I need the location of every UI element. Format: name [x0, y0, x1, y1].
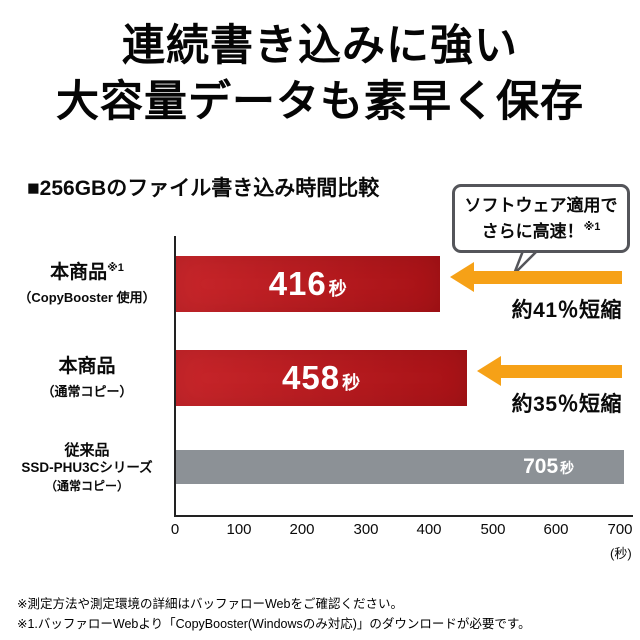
tick-400: 400	[416, 521, 442, 538]
bar-label-main-text: 本商品	[50, 261, 108, 283]
arrow-body	[501, 364, 622, 378]
footnote-1: ※測定方法や測定環境の詳細はバッファローWebをご確認ください。	[17, 597, 403, 611]
speedup-arrow-icon	[477, 356, 622, 386]
bar-label-sub: （CopyBooster 使用）	[18, 290, 156, 306]
y-axis-line	[174, 236, 176, 517]
bar-label-copybooster: 本商品※1 （CopyBooster 使用）	[4, 256, 170, 312]
bar-label-sub: （通常コピー）	[44, 479, 129, 494]
callout-line-2: さらに高速！※1	[457, 219, 625, 245]
arrow-head	[477, 356, 502, 386]
arrow-head	[450, 262, 475, 292]
bar-value: 705 秒	[523, 455, 574, 479]
tick-700: 700	[607, 521, 633, 538]
bar-label-normal-copy: 本商品 （通常コピー）	[4, 350, 170, 406]
arrow-body	[474, 270, 622, 284]
callout-line-2-text: さらに高速！	[481, 221, 584, 241]
tick-100: 100	[226, 521, 252, 538]
footnote-2: ※1.バッファローWebより「CopyBooster(Windowsのみ対応)」…	[17, 617, 531, 631]
bar-label-main: 従来品	[64, 441, 110, 459]
callout-bubble: ソフトウェア適用で さらに高速！※1	[452, 184, 630, 253]
bar-label-legacy: 従来品 SSD-PHU3Cシリーズ （通常コピー）	[4, 440, 170, 496]
bar-value: 458 秒	[282, 359, 361, 397]
bar-value-number: 705	[523, 455, 559, 478]
tick-200: 200	[289, 521, 315, 538]
bar-label-sub: （通常コピー）	[41, 384, 133, 400]
title-line-2: 大容量データも素早く保存	[56, 78, 584, 126]
bar-copybooster: 416 秒	[176, 256, 441, 312]
footnotes: ※測定方法や測定環境の詳細はバッファローWebをご確認ください。 ※1.バッファ…	[17, 594, 531, 634]
callout-footnote-ref: ※1	[583, 220, 601, 233]
bar-value-unit: 秒	[342, 373, 362, 393]
bar-label-main: 本商品※1	[50, 262, 124, 285]
x-axis-line	[174, 515, 633, 517]
chart-heading: ■256GBのファイル書き込み時間比較	[27, 177, 380, 200]
callout-line-1: ソフトウェア適用で	[464, 196, 618, 215]
tick-500: 500	[480, 521, 506, 538]
reduction-label-1: 約41％短縮	[511, 299, 622, 322]
footnote-ref: ※1	[107, 261, 124, 274]
bar-label-main: 本商品	[58, 355, 116, 377]
bar-value-number: 416	[268, 265, 327, 302]
bar-value-unit: 秒	[560, 460, 575, 476]
reduction-label-2: 約35％短縮	[511, 393, 622, 416]
bar-value: 416 秒	[269, 265, 348, 303]
bar-normal-copy: 458 秒	[176, 350, 468, 406]
title-line-1: 連続書き込みに強い	[122, 22, 518, 70]
speedup-arrow-icon	[450, 262, 622, 292]
bar-label-series: SSD-PHU3Cシリーズ	[21, 459, 153, 475]
bar-value-unit: 秒	[328, 279, 348, 299]
tick-0: 0	[170, 521, 180, 538]
x-axis-unit: (秒)	[610, 546, 632, 561]
bar-legacy: 705 秒	[176, 450, 625, 484]
tick-300: 300	[353, 521, 379, 538]
bar-value-number: 458	[282, 359, 341, 396]
page-title: 連続書き込みに強い 大容量データも素早く保存	[0, 18, 640, 130]
tick-600: 600	[543, 521, 569, 538]
